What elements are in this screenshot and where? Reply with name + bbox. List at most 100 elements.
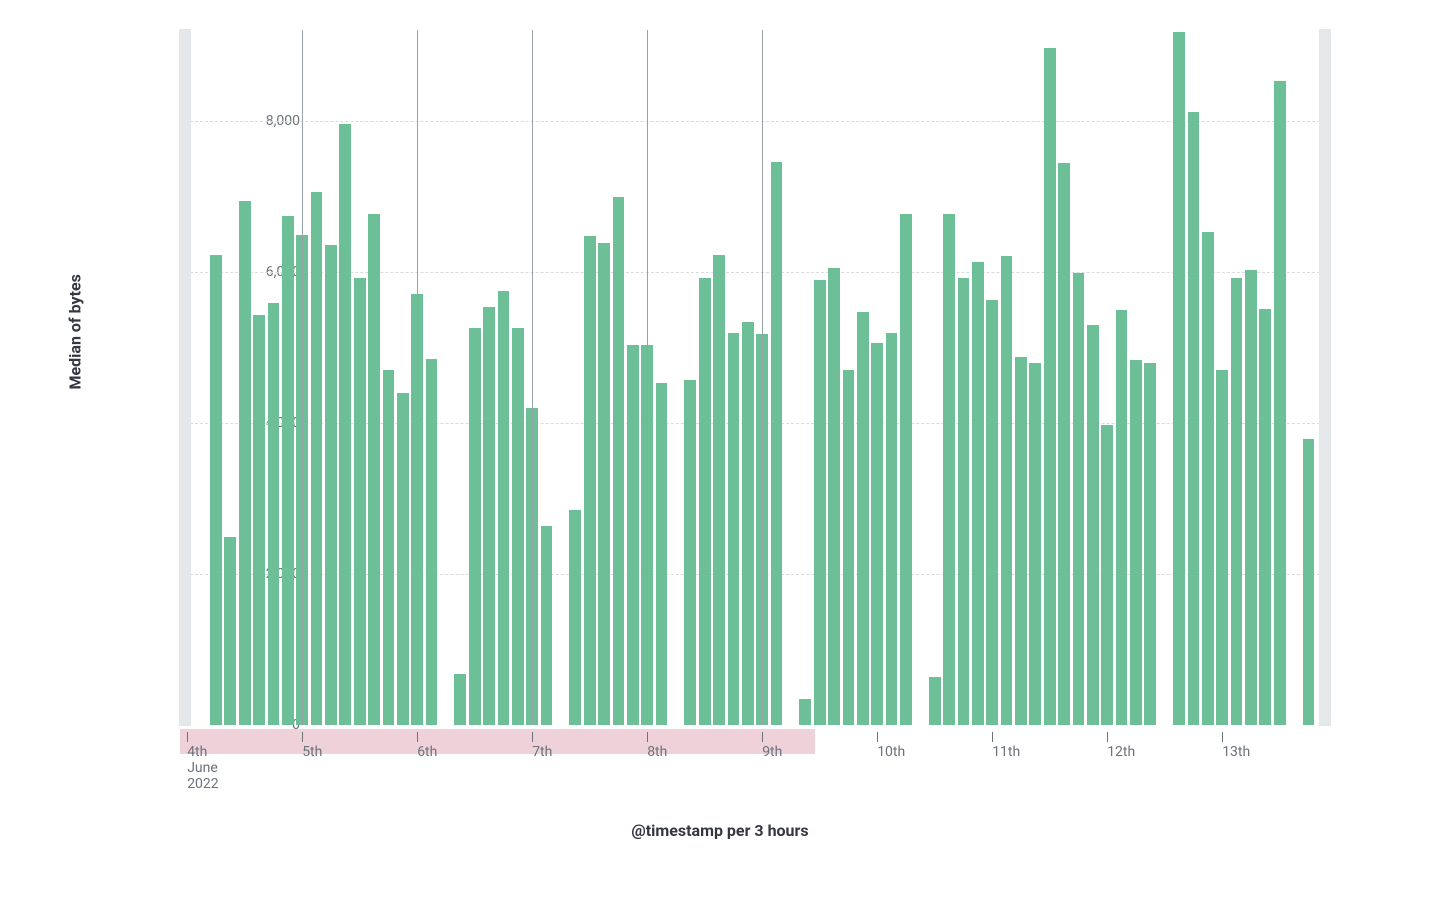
x-tick-label: 4th <box>187 744 207 760</box>
x-tick: 7th <box>532 732 552 760</box>
bar[interactable] <box>972 262 984 725</box>
bar[interactable] <box>1245 270 1257 725</box>
x-tick: 9th <box>762 732 782 760</box>
bar[interactable] <box>1231 278 1243 725</box>
bar[interactable] <box>1303 439 1315 725</box>
bar[interactable] <box>713 255 725 725</box>
bar[interactable] <box>325 245 337 725</box>
bar[interactable] <box>728 333 740 725</box>
bar[interactable] <box>814 280 826 725</box>
bar[interactable] <box>1073 273 1085 726</box>
bar[interactable] <box>843 370 855 725</box>
bar[interactable] <box>1274 81 1286 725</box>
vertical-gridline <box>302 30 303 725</box>
bar[interactable] <box>1130 360 1142 725</box>
chart-container: Median of bytes 02,0004,0006,0008,000 4t… <box>80 30 1360 830</box>
bar[interactable] <box>512 328 524 725</box>
bar[interactable] <box>1202 232 1214 725</box>
bar[interactable] <box>771 162 783 725</box>
bar[interactable] <box>886 333 898 725</box>
bar[interactable] <box>584 236 596 725</box>
x-tick-label: 8th <box>647 744 667 760</box>
x-tick: 5th <box>302 732 322 760</box>
x-tick: 12th <box>1107 732 1135 760</box>
bar[interactable] <box>1001 256 1013 725</box>
bar[interactable] <box>224 537 236 725</box>
x-tick: 10th <box>877 732 905 760</box>
bar[interactable] <box>397 393 409 725</box>
bar[interactable] <box>339 124 351 725</box>
y-axis-label: Median of bytes <box>66 274 85 389</box>
bar[interactable] <box>871 343 883 725</box>
bar[interactable] <box>426 359 438 725</box>
bar[interactable] <box>268 303 280 725</box>
bar[interactable] <box>684 380 696 725</box>
bar[interactable] <box>1044 48 1056 725</box>
bar[interactable] <box>454 674 466 725</box>
bar[interactable] <box>742 322 754 725</box>
bar[interactable] <box>1173 32 1185 725</box>
bar[interactable] <box>828 268 840 725</box>
bar[interactable] <box>613 197 625 725</box>
bar[interactable] <box>210 255 222 725</box>
x-tick-label: 5th <box>302 744 322 760</box>
bar[interactable] <box>483 307 495 725</box>
x-tick-mark <box>992 732 993 742</box>
x-axis-label: @timestamp per 3 hours <box>631 821 808 840</box>
bar[interactable] <box>1087 325 1099 725</box>
x-tick-label: 10th <box>877 744 905 760</box>
x-tick-mark <box>1222 732 1223 742</box>
x-tick: 11th <box>992 732 1020 760</box>
bar[interactable] <box>799 699 811 725</box>
vertical-gridline <box>532 30 533 725</box>
bar[interactable] <box>857 312 869 725</box>
bars-container <box>180 30 1330 725</box>
x-tick-label: 6th <box>417 744 437 760</box>
bar[interactable] <box>900 214 912 725</box>
x-tick-mark <box>417 732 418 742</box>
x-axis-ticks: 4thJune2022 5th 6th 7th 8th 9th 10th 11th 12th 13… <box>180 732 1330 792</box>
bar[interactable] <box>541 526 553 725</box>
bar[interactable] <box>311 192 323 725</box>
bar[interactable] <box>498 291 510 725</box>
x-tick-mark <box>532 732 533 742</box>
bar[interactable] <box>1101 425 1113 725</box>
x-tick-sublabel: June <box>187 760 218 776</box>
bar[interactable] <box>1029 363 1041 725</box>
bar[interactable] <box>1058 163 1070 725</box>
bar[interactable] <box>1188 112 1200 725</box>
bar[interactable] <box>656 383 668 725</box>
bar[interactable] <box>1259 309 1271 725</box>
x-tick: 6th <box>417 732 437 760</box>
bar[interactable] <box>569 510 581 725</box>
bar[interactable] <box>239 201 251 725</box>
bar[interactable] <box>1116 310 1128 725</box>
bar[interactable] <box>943 214 955 725</box>
bar[interactable] <box>958 278 970 725</box>
bar[interactable] <box>368 214 380 725</box>
bar[interactable] <box>354 278 366 725</box>
x-tick-mark <box>1107 732 1108 742</box>
x-tick: 13th <box>1222 732 1250 760</box>
bar[interactable] <box>986 300 998 725</box>
bar[interactable] <box>929 677 941 725</box>
x-tick-label: 13th <box>1222 744 1250 760</box>
x-tick: 4thJune2022 <box>187 732 218 792</box>
vertical-gridline <box>762 30 763 725</box>
bar[interactable] <box>469 328 481 725</box>
bar[interactable] <box>253 315 265 725</box>
vertical-gridline <box>417 30 418 725</box>
bar[interactable] <box>598 243 610 725</box>
bar[interactable] <box>282 216 294 725</box>
bar[interactable] <box>1015 357 1027 725</box>
x-tick: 8th <box>647 732 667 760</box>
x-tick-sublabel: 2022 <box>187 776 218 792</box>
bar[interactable] <box>627 345 639 725</box>
bar[interactable] <box>699 278 711 725</box>
bar[interactable] <box>1144 363 1156 725</box>
x-tick-mark <box>877 732 878 742</box>
bar[interactable] <box>1216 370 1228 725</box>
x-tick-label: 11th <box>992 744 1020 760</box>
bar[interactable] <box>383 370 395 725</box>
x-tick-label: 7th <box>532 744 552 760</box>
